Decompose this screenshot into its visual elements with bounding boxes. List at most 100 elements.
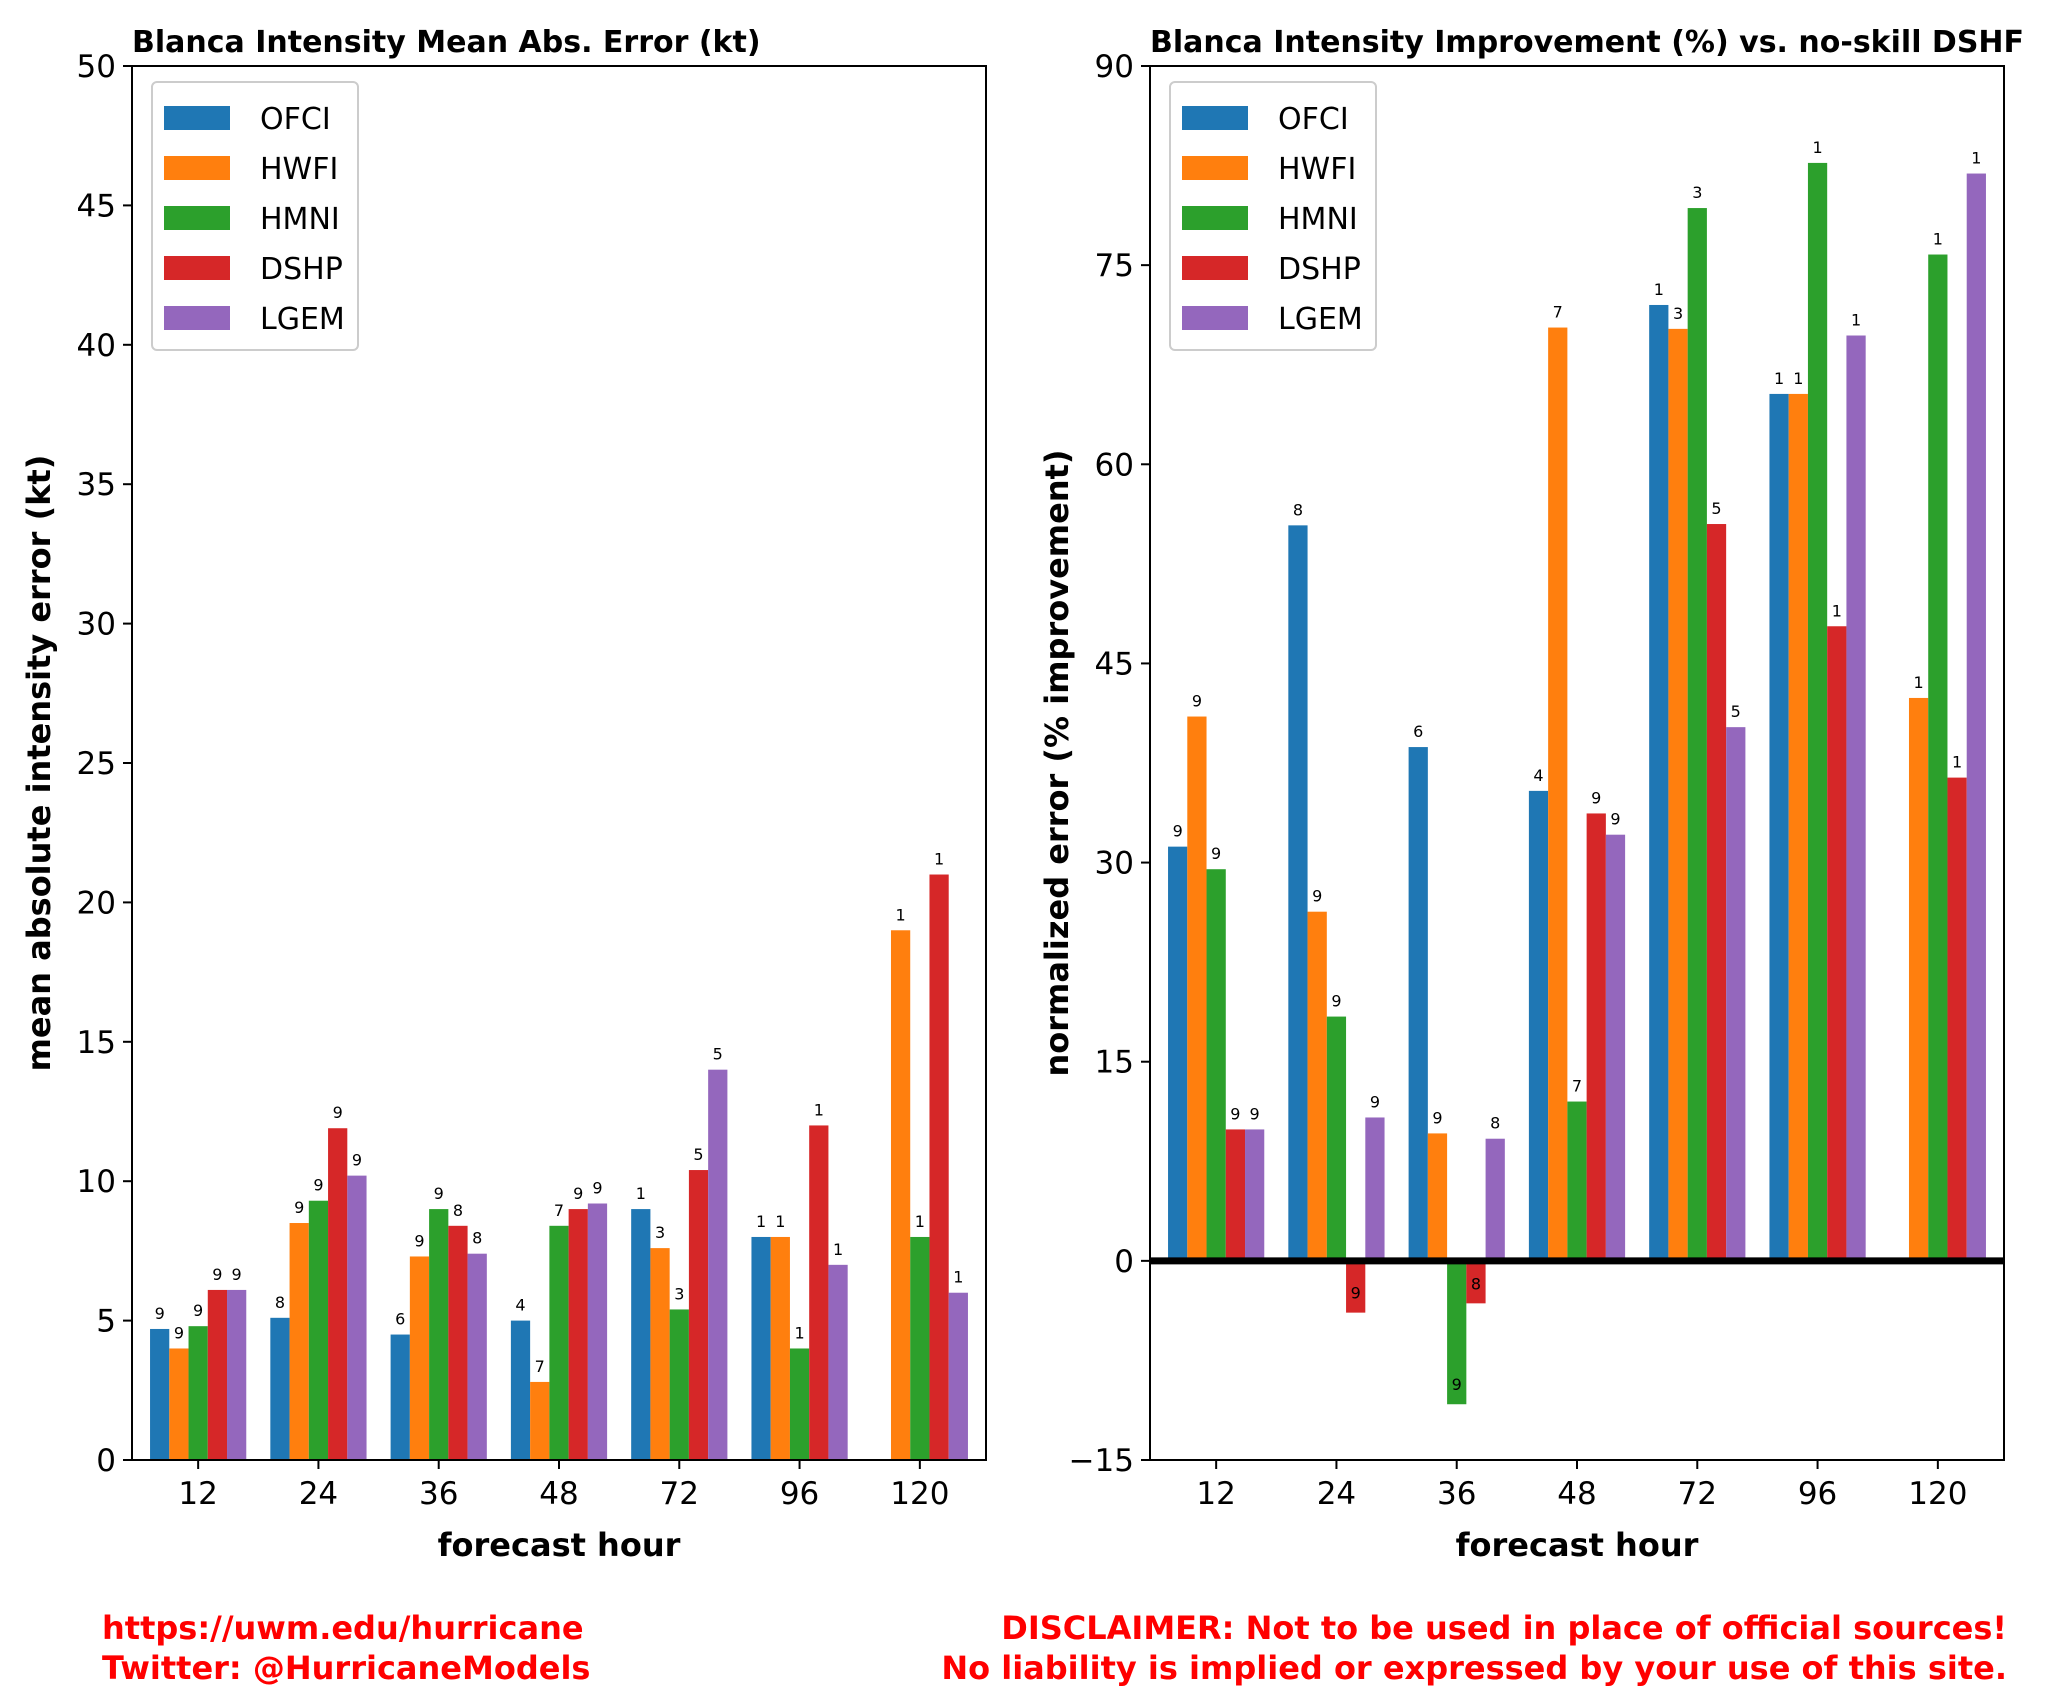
bar	[510, 1320, 531, 1460]
x-axis-label: forecast hour	[438, 1526, 681, 1564]
data-label: 1	[794, 1323, 804, 1342]
legend-swatch	[164, 206, 230, 230]
data-label: 1	[1933, 230, 1943, 249]
footer-twitter[interactable]: Twitter: @HurricaneModels	[102, 1649, 591, 1687]
bar	[1769, 393, 1789, 1261]
y-tick-label: 60	[1095, 447, 1134, 483]
legend-swatch	[164, 156, 230, 180]
bar	[688, 1170, 709, 1460]
data-label: 8	[1490, 1114, 1500, 1133]
bar	[1326, 1016, 1347, 1261]
y-tick-label: 15	[1095, 1045, 1134, 1081]
data-label: 7	[1553, 303, 1563, 322]
data-label: 1	[756, 1212, 766, 1231]
series-ofci: 9 8 6 4 1 1	[1168, 280, 1789, 1261]
footer-url[interactable]: https://uwm.edu/hurricane	[102, 1609, 584, 1647]
data-label: 9	[1432, 1108, 1442, 1127]
y-tick-label: 0	[96, 1443, 116, 1479]
bar	[1206, 869, 1226, 1261]
chart-title: Blanca Intensity Mean Abs. Error (kt)	[132, 25, 761, 60]
disclaimer-line-1: DISCLAIMER: Not to be used in place of o…	[1001, 1609, 2007, 1647]
data-label: 3	[1673, 304, 1683, 323]
data-label: 1	[814, 1100, 824, 1119]
data-label: 9	[414, 1231, 424, 1250]
x-tick-label: 36	[1437, 1476, 1476, 1512]
data-label: 1	[1793, 369, 1803, 388]
data-label: 1	[1851, 311, 1861, 330]
bar	[1586, 813, 1606, 1261]
legend-swatch	[1182, 106, 1248, 130]
data-label: 4	[515, 1296, 525, 1315]
x-tick-label: 48	[1557, 1476, 1596, 1512]
y-axis-label: mean absolute intensity error (kt)	[20, 455, 58, 1072]
y-tick-label: −15	[1069, 1443, 1134, 1479]
data-label: 4	[1533, 766, 1543, 785]
data-label: 1	[1654, 280, 1664, 299]
data-label: 5	[713, 1045, 723, 1064]
bar	[1908, 697, 1929, 1261]
data-label: 9	[1312, 887, 1322, 906]
bar	[530, 1381, 550, 1460]
bar	[1807, 162, 1828, 1261]
bar	[1245, 1129, 1265, 1261]
bar	[1846, 335, 1866, 1261]
y-tick-label: 50	[77, 49, 116, 85]
y-tick-label: 10	[77, 1164, 116, 1200]
y-tick-label: 45	[77, 188, 116, 224]
legend-label: DSHP	[1278, 252, 1361, 287]
data-label: 6	[1413, 722, 1423, 741]
bar	[429, 1209, 449, 1460]
data-label: 1	[1812, 138, 1822, 157]
x-tick-label: 12	[178, 1476, 217, 1512]
data-label: 9	[573, 1184, 583, 1203]
bar	[708, 1069, 728, 1460]
data-label: 9	[313, 1176, 323, 1195]
y-tick-label: 5	[96, 1304, 116, 1340]
data-label: 1	[1774, 369, 1784, 388]
data-label: 1	[636, 1184, 646, 1203]
footer-links: https://uwm.edu/hurricane Twitter: @Hurr…	[102, 1608, 590, 1688]
bar	[890, 930, 911, 1460]
data-label: 9	[592, 1179, 602, 1198]
data-label: 9	[1173, 822, 1183, 841]
bar	[948, 1292, 968, 1460]
data-label: 9	[1230, 1104, 1240, 1123]
x-tick-label: 120	[1908, 1476, 1967, 1512]
x-tick-label: 48	[539, 1476, 578, 1512]
legend-box	[1169, 81, 1377, 351]
bar	[1408, 747, 1428, 1261]
bar	[347, 1175, 367, 1460]
bar	[1187, 716, 1207, 1261]
y-tick-label: 35	[77, 467, 116, 503]
bar	[289, 1223, 309, 1460]
bar	[328, 1128, 348, 1460]
x-tick-label: 120	[890, 1476, 949, 1512]
legend-swatch	[164, 306, 230, 330]
bar	[1485, 1138, 1505, 1261]
x-tick-label: 72	[1678, 1476, 1717, 1512]
data-label: 9	[1211, 844, 1221, 863]
data-label: 9	[212, 1265, 222, 1284]
data-label: 8	[1293, 500, 1303, 519]
data-label: 7	[554, 1201, 564, 1220]
y-axis-label: normalized error (% improvement)	[1038, 449, 1076, 1076]
data-label: 9	[1610, 810, 1620, 829]
bar	[568, 1209, 588, 1460]
bar	[390, 1334, 410, 1460]
data-label: 6	[395, 1310, 405, 1329]
x-tick-label: 96	[1798, 1476, 1837, 1512]
legend-label: HMNI	[1278, 202, 1358, 237]
bar	[409, 1256, 430, 1460]
legend-swatch	[1182, 156, 1248, 180]
y-tick-label: 30	[1095, 846, 1134, 882]
y-tick-label: 30	[77, 607, 116, 643]
data-label: 1	[896, 905, 906, 924]
data-label: 9	[1250, 1104, 1260, 1123]
